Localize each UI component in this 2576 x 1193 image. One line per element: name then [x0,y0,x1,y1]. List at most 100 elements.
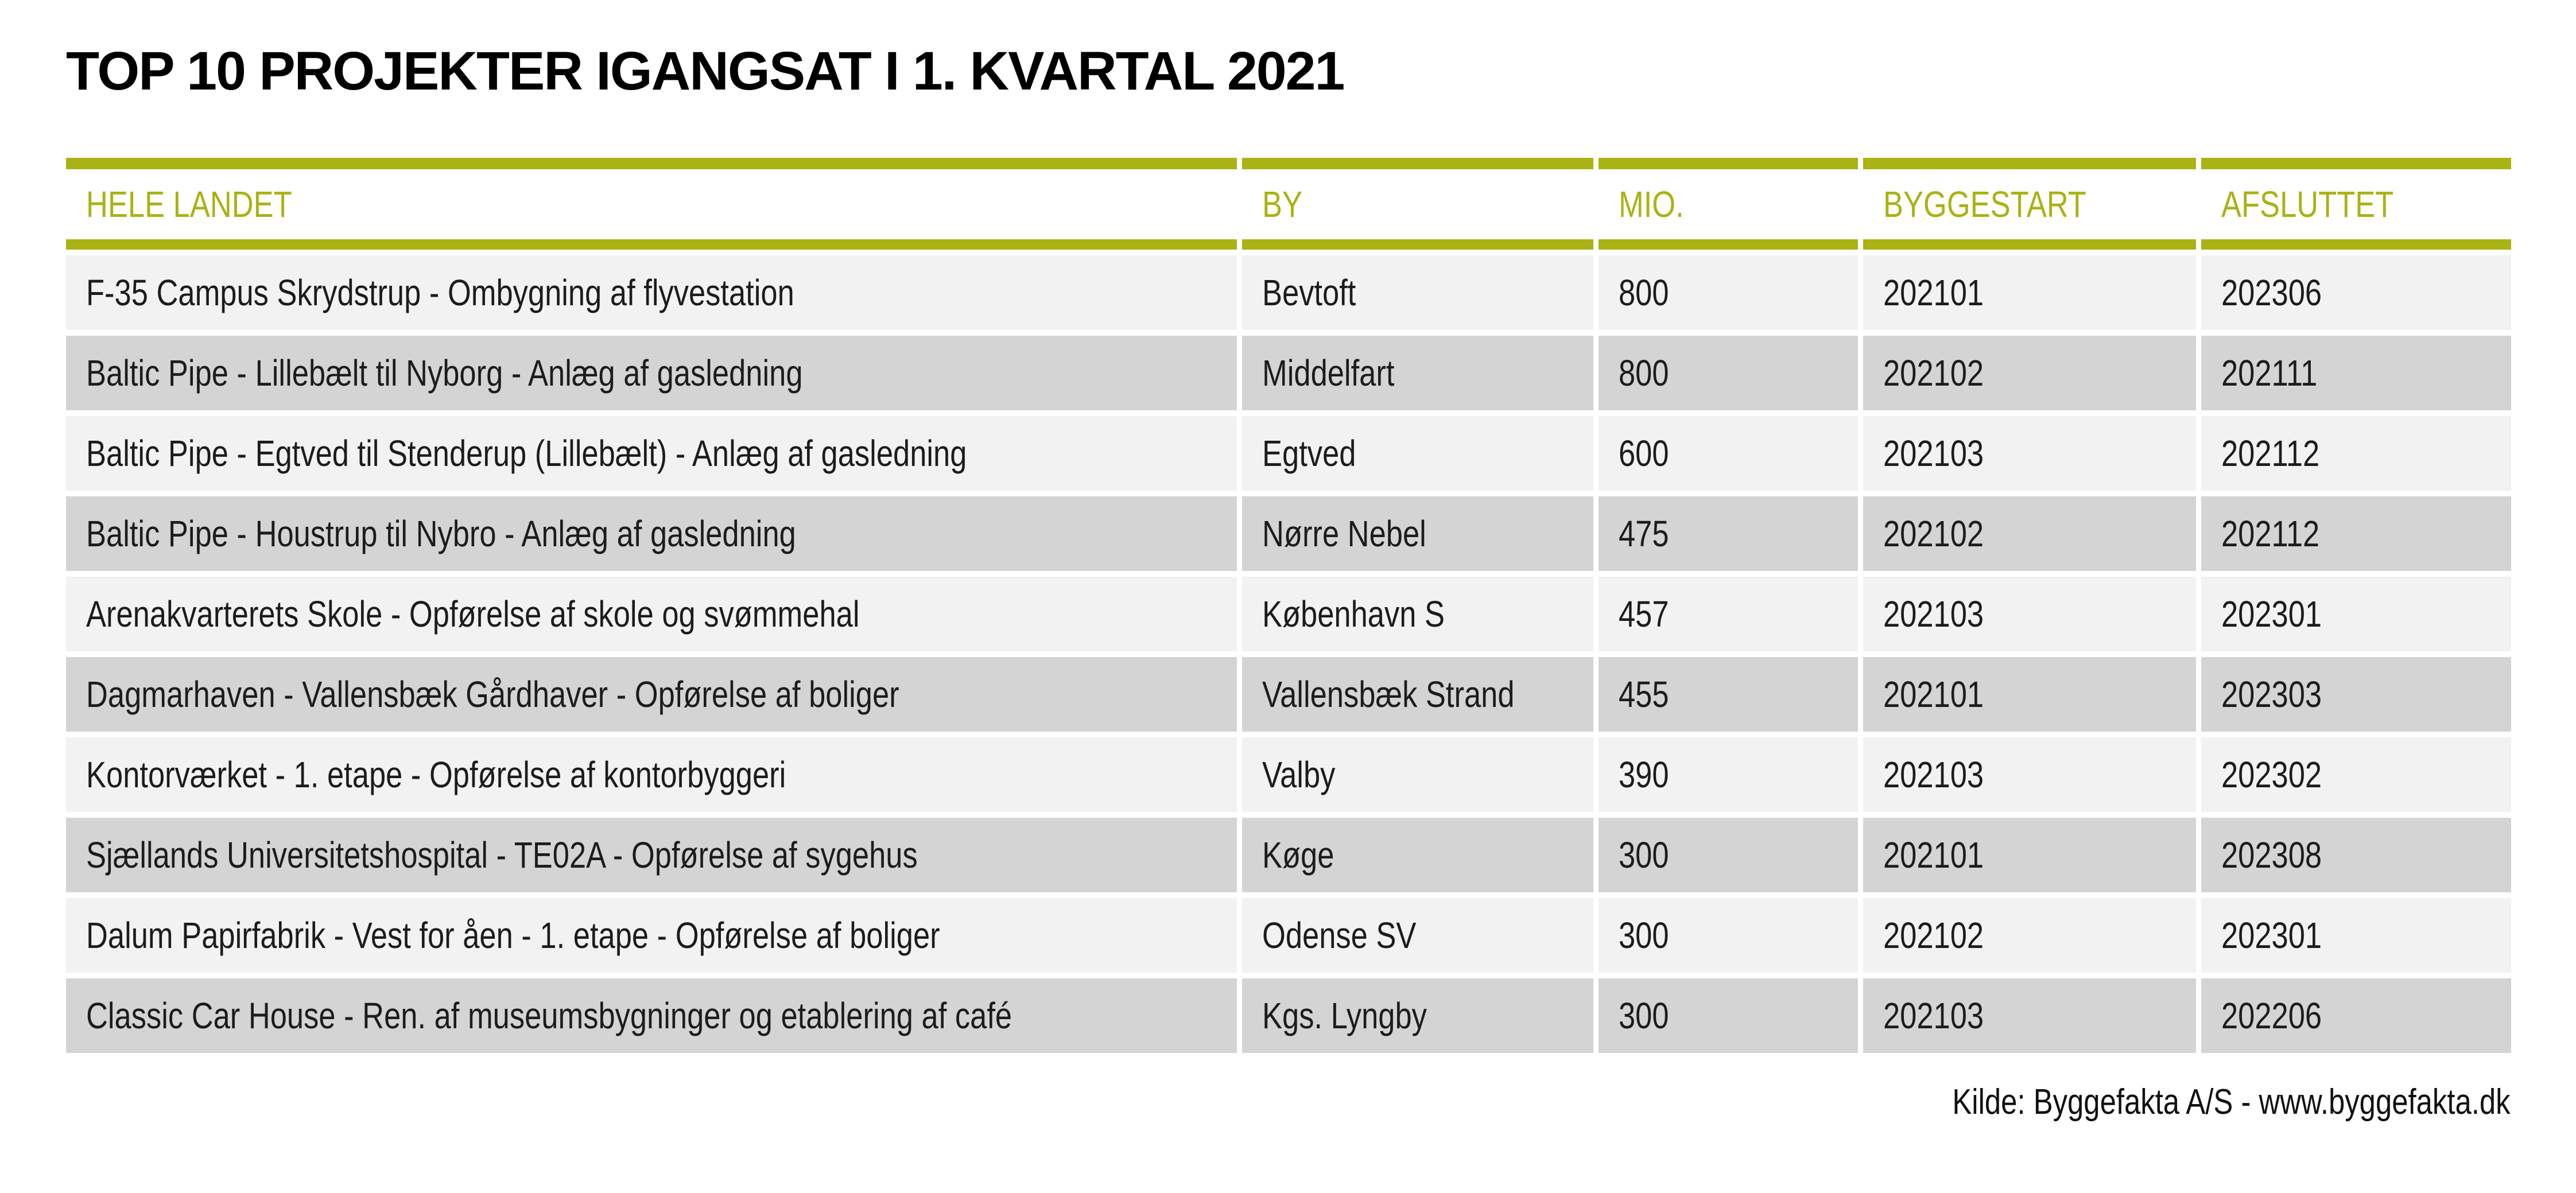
column-header-hele-landet: HELE LANDET [66,158,1237,250]
cell-text: København S [1262,593,1445,635]
project-cell: Dalum Papirfabrik - Vest for åen - 1. et… [66,898,1237,973]
cell-text: Arenakvarterets Skole - Opførelse af sko… [86,593,860,635]
column-header-by: BY [1242,158,1593,250]
cell-text: Kontorværket - 1. etape - Opførelse af k… [86,754,786,795]
page-title: TOP 10 PROJEKTER IGANGSAT I 1. KVARTAL 2… [66,41,1345,102]
table-row: Kontorværket - 1. etape - Opførelse af k… [66,737,2511,812]
cell-text: 202301 [2221,593,2322,635]
cell-text: Nørre Nebel [1262,513,1426,554]
cell-text: Baltic Pipe - Lillebælt til Nyborg - Anl… [86,352,803,394]
cell-text: 202206 [2221,995,2322,1036]
amount-cell: 300 [1599,818,1858,892]
cell-text: Classic Car House - Ren. af museumsbygni… [86,995,1012,1036]
cell-text: Odense SV [1262,915,1417,956]
cell-text: 202308 [2221,834,2322,876]
city-cell: Middelfart [1242,336,1593,410]
city-cell: Køge [1242,818,1593,892]
end-cell: 202303 [2201,657,2511,732]
cell-text: Dalum Papirfabrik - Vest for åen - 1. et… [86,915,940,956]
city-cell: København S [1242,577,1593,651]
start-cell: 202103 [1863,978,2196,1053]
city-cell: Nørre Nebel [1242,496,1593,571]
start-cell: 202103 [1863,737,2196,812]
end-cell: 202301 [2201,577,2511,651]
table-row: F-35 Campus Skrydstrup - Ombygning af fl… [66,255,2511,330]
project-cell: Kontorværket - 1. etape - Opførelse af k… [66,737,1237,812]
column-header-byggestart: BYGGESTART [1863,158,2196,250]
cell-text: 202112 [2221,433,2320,474]
amount-cell: 300 [1599,978,1858,1053]
cell-text: 202302 [2221,754,2322,795]
start-cell: 202103 [1863,577,2196,651]
source-credit-text: Kilde: Byggefakta A/S - www.byggefakta.d… [1952,1082,2511,1122]
cell-text: Bevtoft [1262,272,1356,313]
end-cell: 202302 [2201,737,2511,812]
table-body: F-35 Campus Skrydstrup - Ombygning af fl… [66,255,2511,1053]
city-cell: Egtved [1242,416,1593,491]
project-cell: Arenakvarterets Skole - Opførelse af sko… [66,577,1237,651]
project-cell: Baltic Pipe - Lillebælt til Nyborg - Anl… [66,336,1237,410]
column-header-mio: MIO. [1599,158,1858,250]
end-cell: 202301 [2201,898,2511,973]
cell-text: 202301 [2221,915,2322,956]
cell-text: 202103 [1883,754,1984,795]
cell-text: Valby [1262,754,1336,795]
header-row: HELE LANDET BY MIO. BYGGESTART AFSLUTTET [66,158,2511,250]
projects-table: HELE LANDET BY MIO. BYGGESTART AFSLUTTET F-3… [61,152,2516,1059]
amount-cell: 475 [1599,496,1858,571]
start-cell: 202101 [1863,657,2196,732]
cell-text: 600 [1619,433,1669,474]
table-row: Classic Car House - Ren. af museumsbygni… [66,978,2511,1053]
amount-cell: 300 [1599,898,1858,973]
column-header-afsluttet: AFSLUTTET [2201,158,2511,250]
cell-text: 202102 [1883,513,1984,554]
cell-text: F-35 Campus Skrydstrup - Ombygning af fl… [86,272,794,313]
cell-text: 202102 [1883,915,1984,956]
cell-text: 202111 [2221,352,2318,394]
end-cell: 202206 [2201,978,2511,1053]
project-cell: Dagmarhaven - Vallensbæk Gårdhaver - Opf… [66,657,1237,732]
cell-text: 202103 [1883,433,1984,474]
cell-text: 202303 [2221,674,2322,715]
cell-text: Kgs. Lyngby [1262,995,1427,1036]
column-header-label: BY [1262,184,1303,225]
cell-text: Dagmarhaven - Vallensbæk Gårdhaver - Opf… [86,674,899,715]
cell-text: 202101 [1883,834,1984,876]
project-cell: Baltic Pipe - Egtved til Stenderup (Lill… [66,416,1237,491]
cell-text: Middelfart [1262,352,1395,394]
cell-text: 800 [1619,352,1669,394]
table-row: Arenakvarterets Skole - Opførelse af sko… [66,577,2511,651]
project-cell: Sjællands Universitetshospital - TE02A -… [66,818,1237,892]
amount-cell: 600 [1599,416,1858,491]
cell-text: 300 [1619,995,1669,1036]
column-header-label: HELE LANDET [86,184,292,225]
cell-text: Køge [1262,834,1334,876]
cell-text: Baltic Pipe - Houstrup til Nybro - Anlæg… [86,513,796,554]
cell-text: 457 [1619,593,1669,635]
city-cell: Vallensbæk Strand [1242,657,1593,732]
project-cell: Classic Car House - Ren. af museumsbygni… [66,978,1237,1053]
column-header-label: AFSLUTTET [2221,184,2394,225]
table-row: Baltic Pipe - Egtved til Stenderup (Lill… [66,416,2511,491]
end-cell: 202112 [2201,496,2511,571]
cell-text: 202112 [2221,513,2320,554]
cell-text: 202306 [2221,272,2322,313]
cell-text: 202102 [1883,352,1984,394]
end-cell: 202112 [2201,416,2511,491]
table-row: Dagmarhaven - Vallensbæk Gårdhaver - Opf… [66,657,2511,732]
table-row: Sjællands Universitetshospital - TE02A -… [66,818,2511,892]
cell-text: 202101 [1883,674,1984,715]
amount-cell: 390 [1599,737,1858,812]
cell-text: 202103 [1883,593,1984,635]
cell-text: 455 [1619,674,1669,715]
start-cell: 202102 [1863,898,2196,973]
source-credit: Kilde: Byggefakta A/S - www.byggefakta.d… [1830,1082,2511,1123]
cell-text: 390 [1619,754,1669,795]
amount-cell: 457 [1599,577,1858,651]
table-row: Baltic Pipe - Lillebælt til Nyborg - Anl… [66,336,2511,410]
city-cell: Bevtoft [1242,255,1593,330]
cell-text: 475 [1619,513,1669,554]
amount-cell: 455 [1599,657,1858,732]
amount-cell: 800 [1599,336,1858,410]
